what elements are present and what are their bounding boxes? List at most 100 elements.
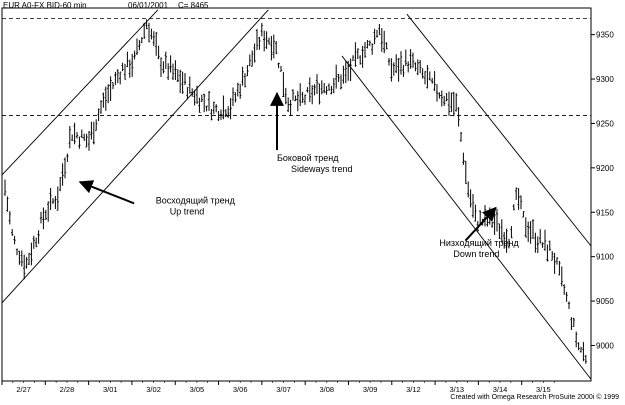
price-bar: [56, 186, 59, 211]
price-bar: [131, 53, 134, 77]
price-bar: [181, 71, 184, 94]
x-tick-label: 3/07: [276, 385, 291, 394]
price-bar: [498, 223, 501, 240]
price-bar: [464, 160, 467, 185]
price-bar: [565, 291, 568, 302]
price-bar: [205, 105, 208, 112]
price-bar: [495, 208, 499, 232]
price-bar: [392, 62, 395, 76]
price-bar: [471, 194, 475, 218]
price-bar: [579, 347, 583, 353]
price-bar: [191, 88, 194, 97]
price-bar: [97, 108, 100, 122]
price-bar: [282, 72, 285, 97]
price-bar: [431, 77, 434, 84]
price-bar: [200, 94, 203, 102]
price-bar: [428, 71, 431, 81]
price-bar: [582, 341, 585, 362]
price-bar: [452, 91, 455, 117]
price-bar: [541, 242, 544, 248]
price-bar: [462, 152, 465, 165]
price-bar: [342, 65, 345, 84]
price-bar: [320, 80, 323, 95]
price-bar: [522, 211, 525, 218]
price-bar: [404, 49, 407, 67]
price-bar: [135, 38, 139, 55]
price-bar: [25, 256, 28, 269]
price-bar: [423, 71, 427, 85]
price-bar: [409, 49, 412, 69]
price-bar: [383, 30, 386, 54]
software-credit: Created with Omega Research ProSuite 200…: [450, 394, 619, 401]
price-bar: [577, 342, 580, 351]
price-bar: [500, 219, 503, 243]
price-bar: [157, 45, 160, 60]
price-bar: [380, 28, 383, 52]
price-bar: [68, 126, 71, 149]
price-bar: [447, 91, 451, 116]
price-bar: [116, 69, 119, 84]
price-bar: [37, 230, 40, 244]
price-bar: [32, 235, 35, 249]
price-bar: [575, 331, 578, 348]
trend-line-0: [1, 9, 159, 176]
price-bar: [92, 121, 95, 145]
chart-header-close: C= 8465: [178, 1, 209, 10]
price-bar: [236, 82, 239, 97]
price-bar: [359, 55, 362, 65]
price-bar: [567, 301, 571, 309]
down-trend-label: Down trend: [453, 249, 499, 259]
price-bar: [335, 64, 338, 89]
x-tick-label: 3/06: [233, 385, 248, 394]
price-bar: [515, 187, 518, 200]
price-bar: [234, 92, 237, 103]
price-bar: [306, 87, 309, 93]
y-tick-label: 9050: [596, 297, 614, 306]
price-bar: [212, 101, 215, 115]
price-bar: [570, 317, 573, 330]
price-bar: [15, 248, 19, 256]
price-bar: [445, 93, 448, 102]
sideways-trend-label: Боковой тренд: [277, 153, 339, 163]
price-bar: [219, 109, 223, 120]
price-bar: [474, 204, 477, 222]
price-bar: [512, 204, 515, 211]
price-bar: [35, 237, 38, 248]
x-tick-label: 3/08: [320, 385, 335, 394]
price-bar: [224, 109, 227, 118]
price-bar: [517, 188, 520, 210]
price-bar: [174, 60, 177, 81]
price-bar: [255, 29, 259, 51]
price-bar: [294, 95, 297, 102]
price-bar: [479, 210, 482, 226]
price-bar: [426, 64, 429, 89]
price-bar: [66, 153, 69, 162]
price-bar: [421, 68, 424, 79]
price-bar: [546, 244, 549, 262]
price-bar: [311, 85, 314, 105]
price-bar: [13, 235, 16, 245]
price-bar: [397, 58, 400, 82]
price-bar: [260, 22, 263, 37]
price-bar: [80, 129, 83, 138]
price-bar: [503, 232, 506, 249]
trend-line-3: [406, 13, 592, 247]
price-bar: [443, 95, 446, 106]
price-bar: [351, 55, 355, 61]
price-bar: [399, 51, 403, 75]
trend-line-1: [1, 9, 269, 304]
price-bar: [78, 136, 81, 149]
price-bar: [203, 93, 206, 113]
price-bar: [584, 354, 587, 364]
price-bar: [438, 92, 441, 99]
price-bar: [491, 221, 494, 228]
price-bar: [11, 229, 14, 236]
price-bar: [231, 87, 235, 106]
price-bar: [99, 100, 103, 114]
price-bar: [339, 74, 343, 90]
price-bar: [222, 95, 225, 120]
y-tick-label: 9350: [596, 31, 614, 40]
price-bar: [558, 260, 561, 276]
price-bar: [239, 83, 242, 99]
price-bar: [44, 209, 47, 220]
